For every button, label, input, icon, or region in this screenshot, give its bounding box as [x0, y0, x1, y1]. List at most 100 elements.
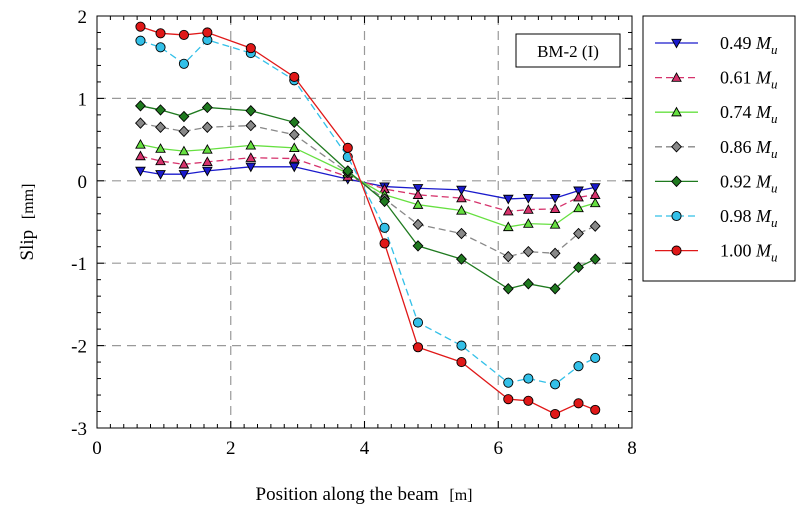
legend-entry: 0.98 Mu [655, 206, 778, 230]
legend-value: 0.49 [720, 33, 756, 53]
data-point [550, 379, 561, 390]
data-point [522, 245, 534, 258]
data-point [549, 218, 561, 229]
data-point [135, 117, 146, 129]
data-point [155, 28, 166, 39]
legend-subscript: u [771, 180, 778, 195]
data-point [456, 192, 467, 203]
legend-label: 1.00 Mu [720, 241, 778, 265]
x-tick-label: 4 [360, 438, 370, 459]
data-point [412, 218, 424, 231]
data-point [503, 394, 514, 405]
data-point [523, 373, 534, 384]
y-tick-label: -2 [71, 337, 87, 358]
legend-label: 0.98 Mu [720, 206, 778, 230]
legend-symbol: M [755, 33, 772, 53]
data-point [245, 162, 257, 173]
data-point [135, 139, 146, 149]
data-point [573, 261, 584, 274]
data-point [342, 165, 354, 177]
legend-marker [671, 245, 682, 256]
data-point [155, 155, 166, 166]
annotation-label: BM-2 (I) [537, 42, 599, 61]
data-point [456, 185, 467, 196]
data-point [412, 240, 424, 252]
series-0 [135, 162, 601, 205]
x-axis-unit: [m] [449, 487, 472, 504]
legend-marker [671, 141, 682, 153]
data-point [573, 361, 584, 372]
data-point [178, 170, 190, 180]
data-point [412, 317, 424, 328]
y-tick-label: 0 [78, 172, 88, 193]
y-tick-label: -1 [71, 254, 87, 275]
legend-label: 0.92 Mu [720, 171, 778, 195]
legend-subscript: u [771, 77, 778, 92]
x-tick-label: 8 [627, 438, 637, 459]
data-point [201, 121, 213, 133]
legend-symbol: M [755, 206, 772, 226]
data-point [589, 189, 601, 199]
legend-subscript: u [771, 146, 778, 161]
data-point [573, 202, 584, 213]
data-point [135, 35, 146, 46]
legend-marker [671, 175, 682, 188]
legend-label: 0.86 Mu [720, 137, 778, 161]
data-point [342, 142, 353, 153]
y-tick-label: -3 [71, 419, 87, 440]
data-point [549, 247, 561, 260]
data-point [549, 283, 561, 295]
annotation-box: BM-2 (I) [515, 33, 621, 68]
data-point [412, 342, 424, 353]
data-point [502, 194, 514, 205]
series-line [140, 122, 596, 258]
series-layer [135, 21, 601, 420]
data-point [155, 104, 166, 116]
data-point [502, 283, 514, 295]
legend-marker [671, 72, 682, 82]
legend: 0.49 Mu0.61 Mu0.74 Mu0.86 Mu0.92 Mu0.98 … [642, 15, 796, 282]
data-point [135, 166, 146, 177]
data-point [456, 340, 467, 351]
y-axis-unit: [mm] [20, 184, 37, 220]
data-point [589, 183, 601, 193]
legend-subscript: u [771, 42, 778, 57]
legend-label: 0.49 Mu [720, 33, 778, 57]
data-point [412, 199, 424, 209]
series-5 [135, 34, 601, 390]
grid [97, 16, 632, 428]
data-point [502, 205, 514, 216]
y-axis-title-text: Slip [17, 230, 38, 261]
data-point [135, 100, 146, 112]
data-point [245, 139, 257, 150]
legend-items: 0.49 Mu0.61 Mu0.74 Mu0.86 Mu0.92 Mu0.98 … [655, 33, 778, 265]
data-point [155, 121, 166, 133]
legend-entry: 0.61 Mu [655, 68, 778, 92]
legend-subscript: u [771, 250, 778, 265]
x-tick-label: 2 [226, 438, 236, 459]
series-4 [135, 100, 601, 295]
y-tick-label: 2 [78, 7, 88, 28]
series-3 [135, 117, 601, 263]
data-point [245, 43, 256, 54]
data-point [456, 253, 467, 265]
data-point [201, 101, 213, 114]
data-point [522, 278, 534, 290]
data-point [590, 404, 601, 415]
data-point [456, 357, 467, 368]
legend-value: 1.00 [720, 241, 756, 261]
data-point [573, 186, 584, 197]
data-point [522, 218, 534, 228]
legend-symbol: M [755, 137, 772, 157]
data-point [245, 119, 257, 132]
legend-value: 0.86 [720, 137, 756, 157]
data-point [135, 21, 146, 32]
data-point [590, 352, 601, 364]
data-point [201, 143, 213, 154]
data-point [155, 143, 166, 153]
data-point [289, 71, 300, 83]
legend-symbol: M [755, 102, 772, 122]
data-point [155, 170, 166, 180]
legend-marker [671, 210, 682, 222]
legend-entry: 0.86 Mu [655, 137, 778, 161]
